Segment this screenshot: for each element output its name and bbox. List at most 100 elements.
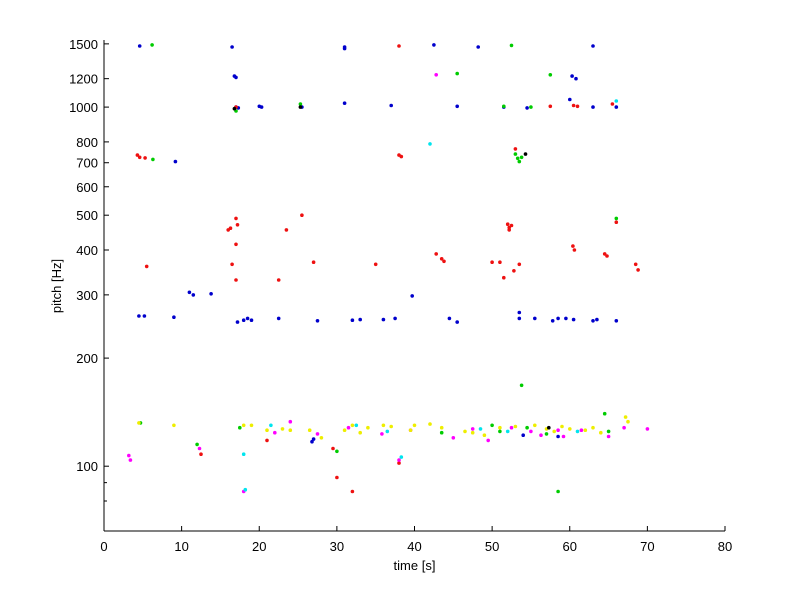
x-tick-label: 0 [100,539,107,554]
series-4 [137,415,630,440]
series-3 [127,73,650,494]
data-point [137,44,142,48]
data-point [602,411,607,416]
x-tick-label: 20 [252,539,266,554]
data-point [288,428,293,433]
data-point [509,425,514,430]
data-point [482,433,487,438]
data-point [498,260,502,265]
data-point [230,45,234,49]
data-point [568,427,572,431]
x-axis-label: time [s] [394,558,436,573]
data-point [509,223,514,228]
data-point [389,424,394,429]
data-point [502,104,506,109]
data-point [498,425,502,430]
data-point [311,260,316,265]
data-point [547,425,551,430]
data-point [137,155,142,160]
data-point [574,76,578,81]
data-point [232,106,237,111]
data-point [172,423,176,428]
data-point [393,316,397,321]
data-point [410,294,415,298]
data-point [265,428,269,433]
y-axis: 100 200 300 400 500 600 700 800 1000 1200 1500 pit… [49,37,109,531]
data-point [525,425,529,430]
data-point [606,434,611,439]
data-point [307,428,312,433]
data-point [235,320,240,324]
data-point [389,103,394,108]
data-point [276,316,281,321]
data-point [591,44,595,48]
x-tick-label: 10 [174,539,188,554]
data-point [529,105,533,109]
data-point [614,319,619,323]
data-point [234,75,238,80]
data-point [442,259,446,264]
data-point [143,156,147,160]
data-point [486,438,491,443]
data-point [591,105,595,109]
data-point [591,425,595,430]
data-point [399,154,404,159]
data-point [385,429,390,434]
y-tick-label: 600 [76,180,98,195]
data-point [572,248,577,252]
data-point [645,427,650,431]
data-point [570,74,574,78]
data-point [128,458,133,462]
data-point [230,262,234,267]
data-point [265,438,269,443]
data-point [636,268,640,272]
data-point [533,423,537,428]
data-point [517,262,522,267]
data-point [439,425,444,430]
data-point [273,430,277,435]
data-point [548,104,553,109]
x-tick-label: 60 [563,539,577,554]
data-point [507,228,512,232]
data-point [209,292,213,296]
data-point [354,423,359,428]
data-point [556,428,560,433]
x-tick-label: 50 [485,539,499,554]
x-tick-label: 70 [640,539,654,554]
series-5 [241,99,619,492]
data-point [571,103,576,108]
data-point [380,432,384,436]
data-point [513,424,518,429]
data-point [463,429,467,434]
data-point [280,427,285,431]
x-tick-label: 40 [407,539,421,554]
data-point [614,99,619,103]
data-point [434,252,439,256]
data-point [238,425,242,430]
data-point [150,43,154,47]
data-point [241,452,246,457]
data-point [137,421,141,425]
data-point [241,318,246,323]
data-point [397,44,401,48]
data-point [432,43,436,47]
y-tick-label: 200 [76,351,98,366]
data-point [525,106,529,110]
data-point [614,216,619,221]
data-point [234,242,238,247]
data-point [358,317,363,322]
data-point [346,425,351,430]
data-point [556,489,560,494]
data-point [517,310,522,315]
y-axis-label: pitch [Hz] [49,259,64,313]
data-point [173,159,178,164]
data-point [513,152,518,156]
series-1 [135,44,640,494]
data-point [544,432,549,436]
data-point [476,45,481,49]
series-2 [138,43,619,494]
data-point [234,278,238,282]
data-point [633,262,638,267]
data-point [439,430,444,435]
y-tick-label: 700 [76,156,98,171]
